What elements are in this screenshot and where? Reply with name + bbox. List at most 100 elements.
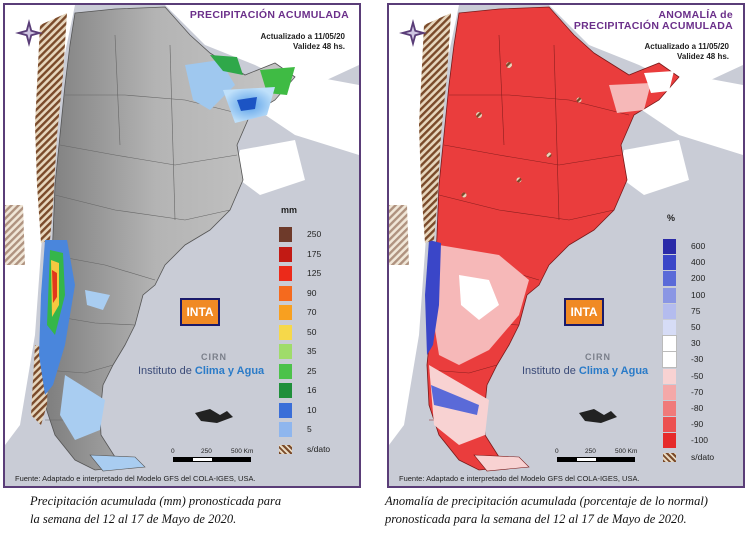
anomaly-legend-item: -50 — [663, 368, 733, 384]
scale-label-0: 0 — [555, 448, 559, 455]
precip-legend-item: 90 — [279, 285, 349, 301]
legend-label: 25 — [307, 365, 317, 376]
anomaly-patch-brazil — [644, 71, 674, 93]
compass-rose-icon — [15, 19, 43, 47]
legend-swatch — [279, 363, 292, 379]
legend-label: 90 — [307, 287, 317, 298]
anomaly-legend-item: -100 — [663, 433, 733, 449]
scale-bar — [173, 457, 251, 462]
compass-rose-icon — [399, 19, 427, 47]
legend-label: 10 — [307, 404, 317, 415]
anomaly-legend-item: 200 — [663, 271, 733, 287]
legend-swatch — [663, 287, 676, 303]
anomaly-map-panel: ANOMALÍA de PRECIPITACIÓN ACUMULADA Actu… — [387, 3, 745, 488]
validity: Validez 48 hs. — [676, 52, 729, 61]
legend-label: 50 — [691, 322, 701, 332]
caption-line-2: la semana del 12 al 17 de Mayo de 2020. — [30, 512, 237, 526]
anomaly-legend-item: 75 — [663, 303, 733, 319]
no-data-area-chile — [5, 205, 25, 265]
map-title: PRECIPITACIÓN ACUMULADA — [189, 9, 349, 21]
legend-label: -70 — [691, 386, 704, 397]
legend-label: -90 — [691, 419, 704, 430]
legend-label: 400 — [691, 257, 706, 268]
no-data-area-andes — [35, 13, 67, 243]
institute-name: Instituto de Clima y Agua — [138, 365, 265, 377]
legend-swatch — [279, 305, 292, 320]
no-data-area-chile — [389, 205, 409, 265]
scale-label-250: 250 — [585, 448, 596, 455]
anomaly-legend-item: 50 — [663, 320, 733, 335]
scale-label-500: 500 Km — [615, 448, 638, 455]
legend-swatch — [279, 344, 292, 359]
precipitation-map-panel: PRECIPITACIÓN ACUMULADA Actualizado a 11… — [3, 3, 361, 488]
precip-legend-item: 5 — [279, 422, 349, 437]
legend-swatch — [279, 246, 292, 262]
right-caption: Anomalía de precipitación acumulada (por… — [385, 492, 754, 528]
no-data-area-andes — [419, 13, 451, 243]
legend-swatch — [279, 324, 292, 340]
legend-swatch — [663, 384, 676, 400]
left-caption: Precipitación acumulada (mm) pronosticad… — [30, 492, 360, 528]
update-info: Actualizado a 11/05/20 Validez 48 hs. — [261, 32, 346, 52]
legend-swatch — [663, 401, 676, 416]
rain-area-central-patagonia — [85, 290, 110, 310]
legend-label: 30 — [691, 338, 701, 349]
precip-legend-item: s/dato — [279, 442, 349, 456]
legend-swatch — [279, 266, 292, 281]
anomaly-legend-item: 100 — [663, 287, 733, 303]
legend-label: 70 — [307, 307, 317, 317]
updated-date: Actualizado a 11/05/20 — [644, 42, 730, 51]
legend-label: 16 — [307, 385, 317, 395]
precip-legend-item: 10 — [279, 402, 349, 418]
legend-unit: % — [667, 213, 676, 223]
anomaly-legend-item: -80 — [663, 401, 733, 416]
legend-label: -30 — [691, 354, 704, 365]
legend-swatch — [663, 303, 676, 319]
caption-line-1: Anomalía de precipitación acumulada (por… — [385, 494, 708, 508]
malvinas-islands — [195, 409, 233, 423]
anomaly-patch-patagonia-center — [459, 275, 499, 320]
anomaly-legend-item: s/dato — [663, 450, 733, 464]
anomaly-legend: % 600 400 200 100 75 50 30 -30 -50 -70 -80 -90 -100 s… — [662, 213, 743, 464]
legend-swatch — [662, 335, 677, 353]
no-data-spots — [461, 62, 582, 198]
anomaly-legend-item: -90 — [663, 417, 733, 433]
legend-label: 50 — [307, 326, 317, 337]
inta-logo: INTA — [180, 298, 220, 326]
legend-label: s/dato — [307, 443, 331, 454]
rain-core-litoral — [237, 97, 257, 111]
precip-legend-item: 35 — [279, 344, 349, 359]
legend-swatch — [279, 422, 292, 437]
legend-swatch — [279, 227, 292, 242]
anomaly-legend-item: 400 — [663, 255, 733, 271]
legend-swatch — [663, 255, 676, 271]
scale-label-500: 500 Km — [231, 448, 254, 455]
legend-label: 125 — [307, 268, 322, 278]
legend-label: s/dato — [691, 451, 715, 462]
scale-bar — [557, 457, 635, 462]
precip-legend-item: 50 — [279, 324, 349, 340]
cirn-label: CIRN — [201, 352, 227, 362]
rain-area-northeast — [185, 60, 235, 110]
anomaly-positive-south — [431, 385, 479, 415]
legend-label: 200 — [691, 273, 706, 284]
anomaly-positive-andes — [425, 240, 441, 355]
legend-swatch — [279, 285, 292, 301]
update-info: Actualizado a 11/05/20 Validez 48 hs. — [645, 42, 730, 62]
precip-legend-item: 125 — [279, 266, 349, 281]
malvinas-islands — [579, 409, 617, 423]
legend-swatch — [663, 271, 676, 287]
rain-area-south-patagonia — [60, 375, 105, 440]
inta-logo: INTA — [564, 298, 604, 326]
anomaly-patch-litoral — [609, 83, 651, 113]
anomaly-legend-item: 30 — [662, 335, 733, 353]
precipitation-map — [5, 5, 359, 472]
legend-label: 75 — [691, 305, 701, 316]
legend-swatch — [663, 368, 676, 384]
precip-legend-item: 175 — [279, 246, 349, 262]
updated-date: Actualizado a 11/05/20 — [260, 32, 346, 41]
anomaly-legend-item: 600 — [663, 239, 733, 254]
legend-label: -80 — [691, 403, 704, 413]
legend-unit: mm — [281, 205, 298, 215]
precip-legend-item: 250 — [279, 227, 349, 242]
